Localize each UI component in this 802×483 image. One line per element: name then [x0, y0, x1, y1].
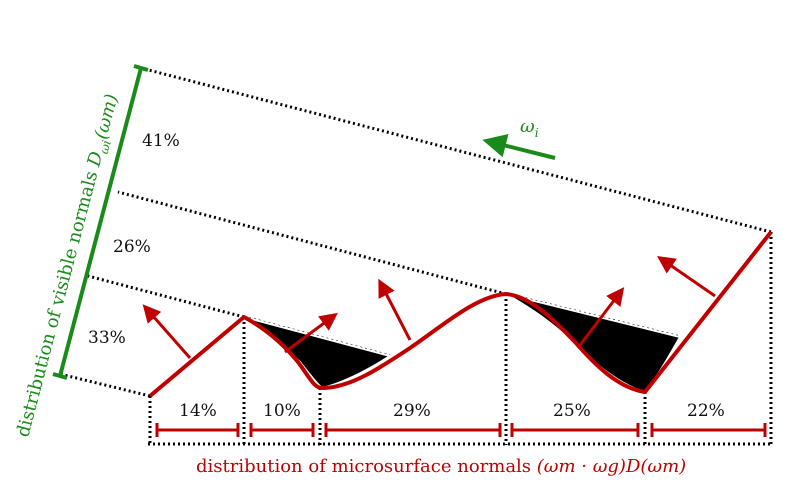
microsurface-percentage: 29%: [393, 401, 431, 421]
microsurface-profile: [148, 230, 773, 398]
projection-line-upper: [117, 190, 507, 296]
vertical-drop-lines: [148, 232, 773, 445]
incident-direction-arrow: [482, 134, 556, 160]
projection-line-lower: [87, 274, 245, 319]
interval-bracket: [510, 423, 640, 437]
microsurface-axis-label: distribution of microsurface normals (ωm…: [196, 456, 686, 477]
interval-bracket: [650, 423, 767, 437]
microsurface-percentage: 10%: [263, 401, 301, 421]
visible-axis-cap-bottom: [52, 372, 68, 380]
microsurface-intervals: [155, 423, 767, 437]
visible-percentage: 33%: [88, 328, 126, 348]
visible-normals-axis-label: distribution of visible normals Dωi(ωm): [13, 92, 126, 440]
visible-axis-cap-top: [133, 64, 149, 72]
visible-normals-axis: [58, 67, 143, 377]
normal-arrow: [578, 287, 625, 346]
visible-percentage: 26%: [113, 237, 151, 257]
normal-arrow: [284, 312, 338, 354]
microsurface-percentage: 14%: [179, 401, 217, 421]
visible-percentage: 41%: [142, 131, 180, 151]
normal-arrow: [378, 278, 412, 341]
projection-line-bottom: [59, 372, 151, 398]
microsurface-percentage: 22%: [687, 401, 725, 421]
microsurface-percentage: 25%: [553, 401, 591, 421]
normal-arrows: [142, 255, 716, 359]
interval-bracket: [155, 423, 240, 437]
interval-bracket: [249, 423, 315, 437]
projection-line-top: [140, 66, 772, 234]
shadow-region-right: [505, 293, 682, 394]
incident-direction-label: ωi: [520, 116, 539, 140]
normal-arrow: [657, 255, 716, 298]
interval-bracket: [324, 423, 502, 437]
normal-arrow: [142, 304, 192, 359]
